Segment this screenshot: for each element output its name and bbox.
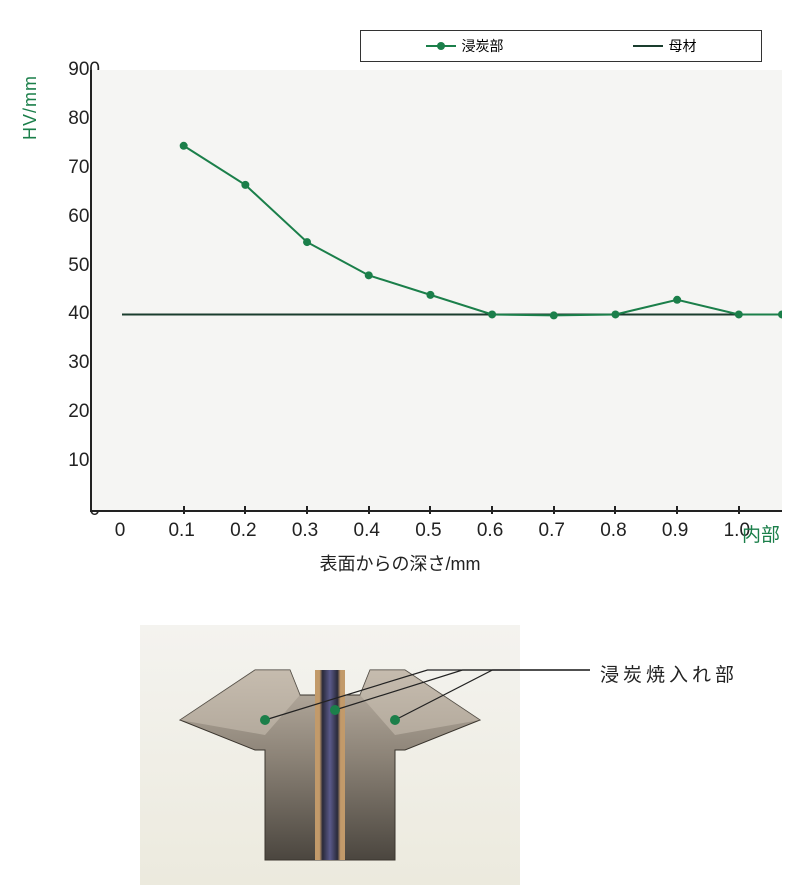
legend-item-baseline: 母材 (633, 36, 697, 56)
legend: 浸炭部 母材 (360, 30, 762, 62)
x-end-label: 内部 (742, 520, 780, 547)
x-tick-label: 0.8 (600, 520, 626, 542)
x-tick-label: 0.5 (415, 520, 441, 542)
x-tick-label: 0.4 (354, 520, 380, 542)
legend-label-baseline: 母材 (669, 36, 697, 56)
x-tick-label: 0.7 (539, 520, 565, 542)
legend-line-icon (633, 45, 663, 47)
legend-item-series: 浸炭部 (426, 36, 504, 56)
legend-line-dot-icon (426, 45, 456, 47)
cross-section-photo (140, 625, 520, 885)
x-tick-label: 0.2 (230, 520, 256, 542)
x-tick-label: 0.6 (477, 520, 503, 542)
legend-label-series: 浸炭部 (462, 36, 504, 56)
x-tick-label: 0.3 (292, 520, 318, 542)
x-tick-label: 0.9 (662, 520, 688, 542)
plot-svg (92, 70, 782, 510)
annotation-label: 浸炭焼入れ部 (600, 660, 738, 687)
part-shape-icon (140, 625, 520, 885)
hardness-chart: HV/mm 0100200300400500600700800900 00.10… (20, 70, 780, 580)
plot-area (90, 70, 782, 512)
y-axis-label: HV/mm (20, 75, 41, 140)
x-tick-label: 0 (115, 520, 126, 542)
x-axis-label: 表面からの深さ/mm (20, 550, 780, 576)
x-tick-label: 0.1 (168, 520, 194, 542)
